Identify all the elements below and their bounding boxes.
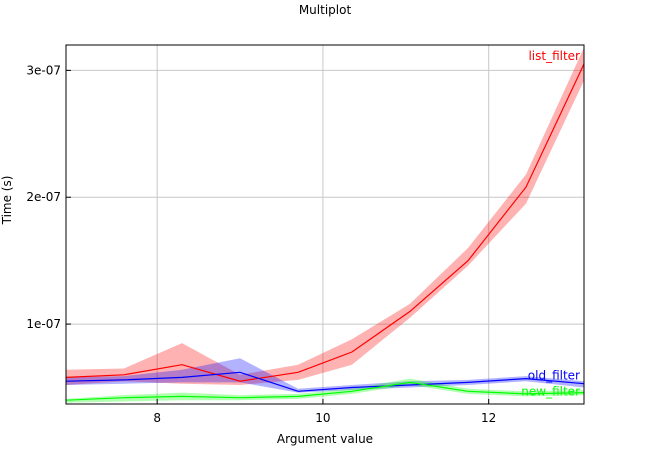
axis-ticks: 8 10 12 1e-07 2e-07 3e-07 xyxy=(26,63,496,425)
x-axis-label: Argument value xyxy=(277,432,373,446)
line-old_filter xyxy=(65,371,585,392)
x-tick-label: 12 xyxy=(481,411,496,425)
grid-lines xyxy=(66,45,584,404)
x-tick-label: 8 xyxy=(153,411,161,425)
y-tick-label: 1e-07 xyxy=(26,317,61,331)
band-old_filter xyxy=(66,358,584,393)
y-axis-label: Time (s) xyxy=(0,176,14,226)
series-labels: list_filter old_filter new_filter xyxy=(521,49,580,399)
chart-title: Multiplot xyxy=(299,3,352,17)
line-new_filter xyxy=(65,381,585,401)
x-tick-label: 10 xyxy=(315,411,330,425)
series-lines xyxy=(65,63,585,401)
series-label-new_filter: new_filter xyxy=(521,385,580,399)
plot-frame xyxy=(65,44,585,405)
y-tick-label: 2e-07 xyxy=(26,190,61,204)
series-label-list_filter: list_filter xyxy=(528,49,580,63)
confidence-bands xyxy=(66,47,584,403)
band-list_filter xyxy=(66,47,584,385)
y-tick-label: 3e-07 xyxy=(26,63,61,77)
line-list_filter xyxy=(65,63,585,382)
series-label-old_filter: old_filter xyxy=(528,369,580,383)
